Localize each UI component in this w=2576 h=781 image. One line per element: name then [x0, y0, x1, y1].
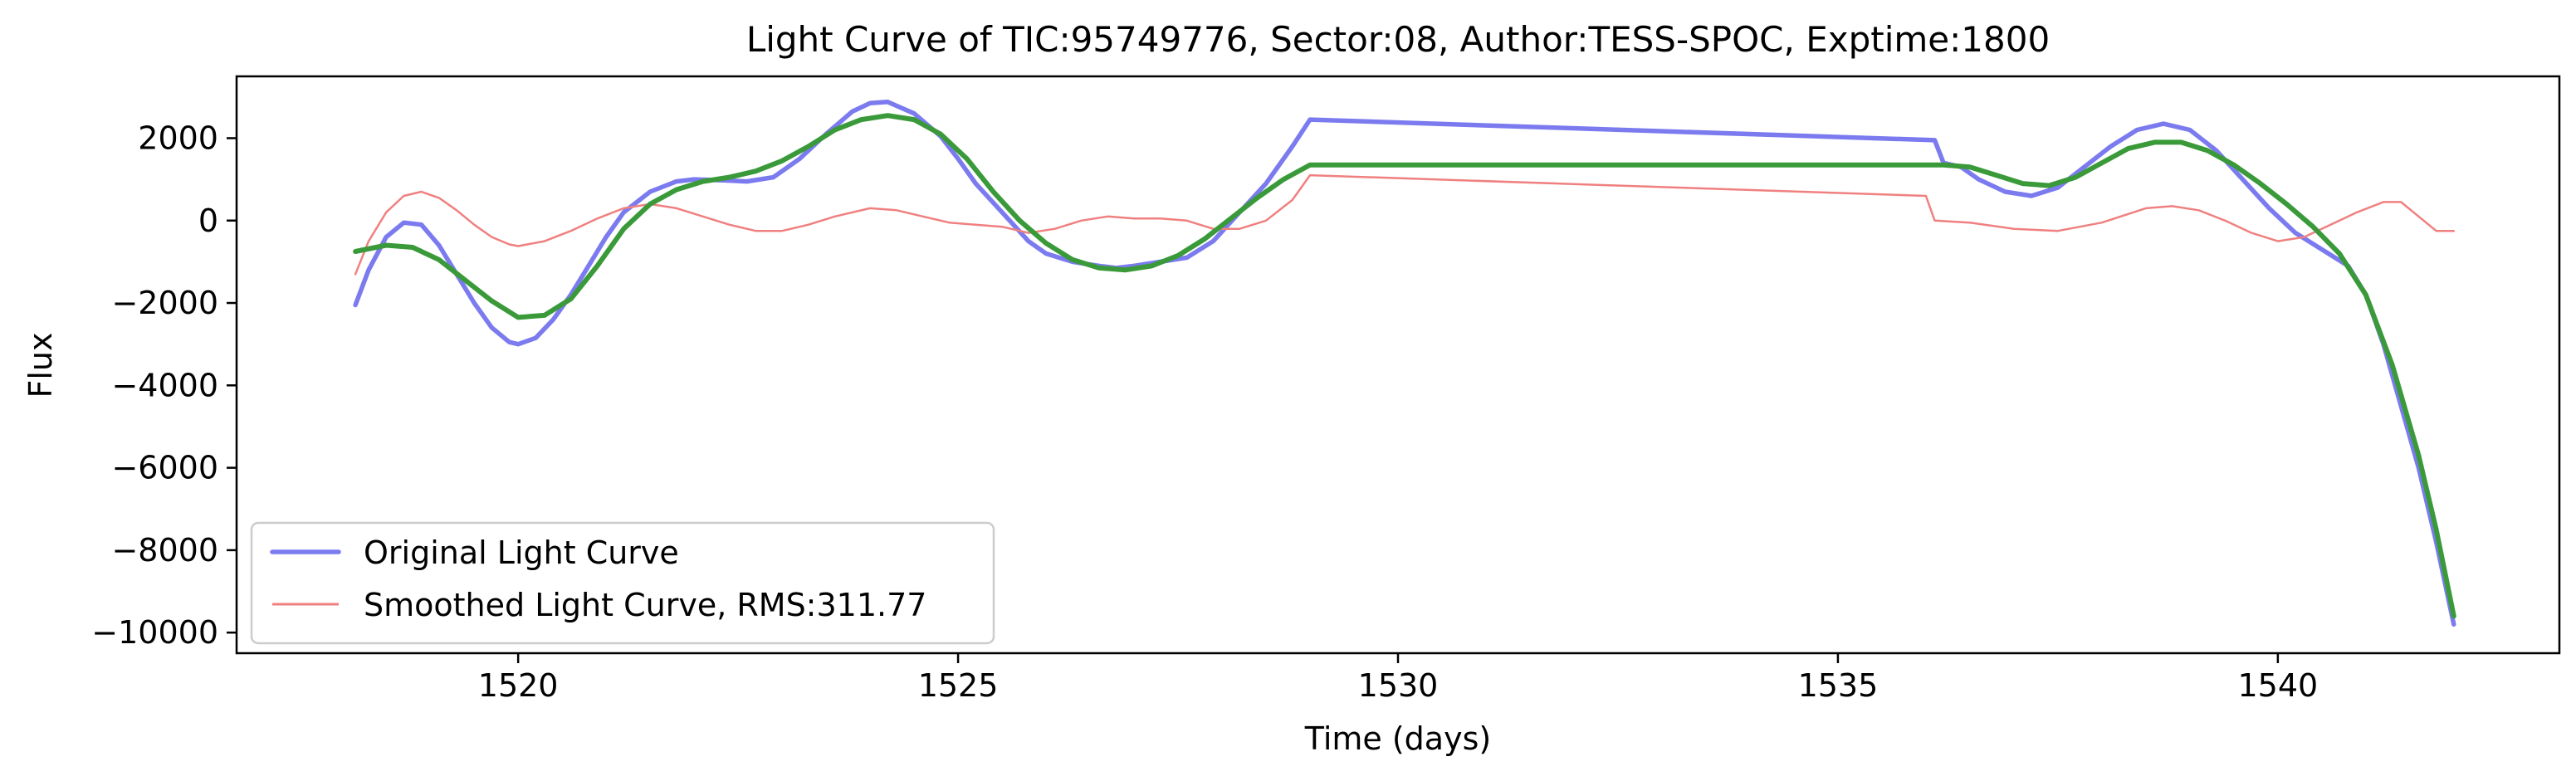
- legend-box: [250, 521, 995, 645]
- y-axis-ticks: 2000 0 −2000 −4000 −6000 −8000 −10000: [91, 120, 237, 651]
- x-tick-label: 1535: [1798, 667, 1879, 704]
- legend-label-original: Original Light Curve: [364, 534, 679, 571]
- chart-title: Light Curve of TIC:95749776, Sector:08, …: [746, 19, 2050, 60]
- y-tick-label: −2000: [111, 285, 218, 321]
- fit-curve-line: [353, 113, 2456, 619]
- smoothed-light-curve-line: [354, 173, 2456, 276]
- y-tick-label: −6000: [111, 450, 218, 486]
- x-tick-label: 1540: [2237, 667, 2318, 704]
- x-tick-label: 1520: [478, 667, 559, 704]
- y-axis-label: Flux: [22, 333, 59, 398]
- legend-label-smoothed: Smoothed Light Curve, RMS:311.77: [364, 587, 926, 623]
- x-axis-ticks: 1520 1525 1530 1535 1540: [478, 653, 2318, 704]
- y-tick-label: 2000: [138, 120, 218, 156]
- y-tick-label: 0: [198, 203, 218, 239]
- original-light-curve-line: [353, 100, 2456, 627]
- y-tick-label: −10000: [91, 614, 218, 651]
- series-group: [353, 100, 2456, 627]
- x-axis-label: Time (days): [1304, 720, 1491, 757]
- x-tick-label: 1530: [1358, 667, 1439, 704]
- y-tick-label: −4000: [111, 367, 218, 403]
- legend: Original Light Curve Smoothed Light Curv…: [250, 521, 995, 645]
- y-tick-label: −8000: [111, 532, 218, 569]
- x-tick-label: 1525: [918, 667, 999, 704]
